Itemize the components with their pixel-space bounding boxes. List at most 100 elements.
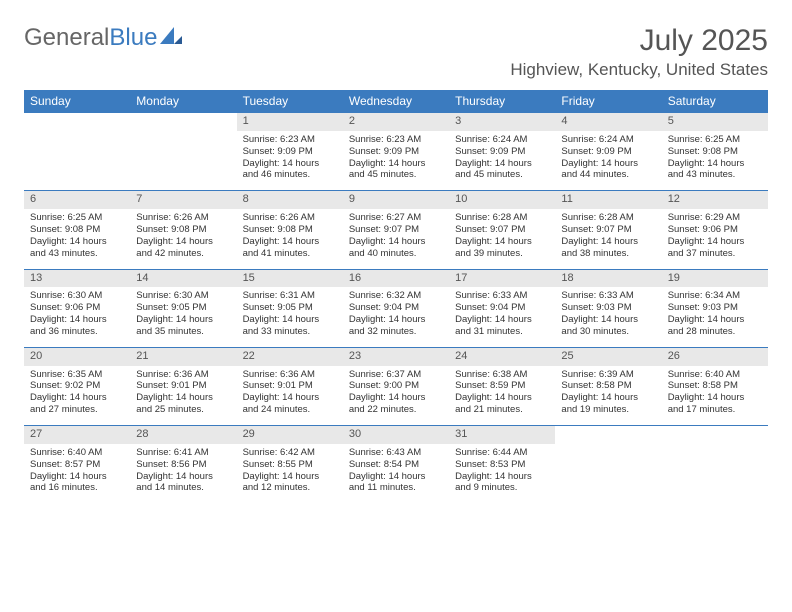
day-number-cell: 17 [449,269,555,287]
daylight-line: Daylight: 14 hours and 11 minutes. [349,471,443,495]
sunset-line: Sunset: 8:55 PM [243,459,337,471]
day-detail-cell: Sunrise: 6:25 AMSunset: 9:08 PMDaylight:… [24,209,130,269]
daylight-line: Daylight: 14 hours and 43 minutes. [30,236,124,260]
day-detail-cell: Sunrise: 6:43 AMSunset: 8:54 PMDaylight:… [343,444,449,504]
day-detail-cell: Sunrise: 6:34 AMSunset: 9:03 PMDaylight:… [662,287,768,347]
day-header: Tuesday [237,90,343,113]
day-header: Wednesday [343,90,449,113]
daylight-line: Daylight: 14 hours and 14 minutes. [136,471,230,495]
day-number-cell: 22 [237,347,343,365]
daylight-line: Daylight: 14 hours and 31 minutes. [455,314,549,338]
day-detail-cell: Sunrise: 6:41 AMSunset: 8:56 PMDaylight:… [130,444,236,504]
sunset-line: Sunset: 9:06 PM [668,224,762,236]
day-detail-cell: Sunrise: 6:25 AMSunset: 9:08 PMDaylight:… [662,131,768,191]
daylight-line: Daylight: 14 hours and 41 minutes. [243,236,337,260]
day-number-cell: 26 [662,347,768,365]
sunrise-line: Sunrise: 6:40 AM [30,447,124,459]
logo-text-1: General [24,24,109,52]
daylight-line: Daylight: 14 hours and 43 minutes. [668,158,762,182]
day-detail-cell: Sunrise: 6:24 AMSunset: 9:09 PMDaylight:… [555,131,661,191]
sunset-line: Sunset: 9:04 PM [349,302,443,314]
day-number-cell: 29 [237,426,343,444]
header: GeneralBlue July 2025 Highview, Kentucky… [24,24,768,80]
sunrise-line: Sunrise: 6:30 AM [30,290,124,302]
day-header: Saturday [662,90,768,113]
sunset-line: Sunset: 9:01 PM [136,380,230,392]
sunrise-line: Sunrise: 6:23 AM [349,134,443,146]
daylight-line: Daylight: 14 hours and 21 minutes. [455,392,549,416]
day-detail-cell: Sunrise: 6:30 AMSunset: 9:05 PMDaylight:… [130,287,236,347]
daylight-line: Daylight: 14 hours and 16 minutes. [30,471,124,495]
sunset-line: Sunset: 9:07 PM [349,224,443,236]
daylight-line: Daylight: 14 hours and 38 minutes. [561,236,655,260]
day-detail-cell [130,131,236,191]
daylight-line: Daylight: 14 hours and 36 minutes. [30,314,124,338]
sunset-line: Sunset: 8:58 PM [561,380,655,392]
day-detail-cell: Sunrise: 6:26 AMSunset: 9:08 PMDaylight:… [130,209,236,269]
day-detail-row: Sunrise: 6:23 AM Sunset: 9:09 PM Daylight:… [24,131,768,191]
day-detail-cell: Sunrise: 6:30 AMSunset: 9:06 PMDaylight:… [24,287,130,347]
day-number-cell: 10 [449,191,555,209]
sunrise-line: Sunrise: 6:24 AM [455,134,549,146]
day-detail-cell: Sunrise: 6:36 AMSunset: 9:01 PMDaylight:… [130,366,236,426]
daylight-line: Daylight: 14 hours and 45 minutes. [349,158,443,182]
day-number-cell: 24 [449,347,555,365]
sunset-line: Sunset: 9:03 PM [668,302,762,314]
sunset-line: Sunset: 9:08 PM [243,224,337,236]
day-number-cell [555,426,661,444]
daylight-line: Daylight: 14 hours and 22 minutes. [349,392,443,416]
day-detail-cell: Sunrise: 6:40 AMSunset: 8:58 PMDaylight:… [662,366,768,426]
day-number-cell: 28 [130,426,236,444]
sunrise-line: Sunrise: 6:39 AM [561,369,655,381]
sunset-line: Sunset: 9:08 PM [30,224,124,236]
day-number-cell: 19 [662,269,768,287]
daylight-line: Daylight: 14 hours and 25 minutes. [136,392,230,416]
logo-text-2: Blue [109,24,157,52]
sunset-line: Sunset: 8:59 PM [455,380,549,392]
sunrise-line: Sunrise: 6:31 AM [243,290,337,302]
day-number-cell: 8 [237,191,343,209]
day-number-cell: 15 [237,269,343,287]
sunset-line: Sunset: 9:04 PM [455,302,549,314]
sunset-line: Sunset: 9:05 PM [136,302,230,314]
month-title: July 2025 [510,24,768,58]
day-number-row: 13141516171819 [24,269,768,287]
day-detail-cell [662,444,768,504]
day-number-cell [130,113,236,131]
sunset-line: Sunset: 9:09 PM [455,146,549,158]
sunrise-line: Sunrise: 6:40 AM [668,369,762,381]
day-number-cell: 30 [343,426,449,444]
sunrise-line: Sunrise: 6:28 AM [561,212,655,224]
daylight-line: Daylight: 14 hours and 17 minutes. [668,392,762,416]
day-number-row: 12345 [24,113,768,131]
sunset-line: Sunset: 9:03 PM [561,302,655,314]
daylight-line: Daylight: 14 hours and 19 minutes. [561,392,655,416]
day-detail-row: Sunrise: 6:40 AMSunset: 8:57 PMDaylight:… [24,444,768,504]
day-number-cell: 21 [130,347,236,365]
day-number-cell: 27 [24,426,130,444]
day-detail-cell: Sunrise: 6:38 AMSunset: 8:59 PMDaylight:… [449,366,555,426]
day-detail-cell: Sunrise: 6:33 AMSunset: 9:04 PMDaylight:… [449,287,555,347]
day-detail-cell: Sunrise: 6:24 AMSunset: 9:09 PMDaylight:… [449,131,555,191]
logo-sail-icon [160,24,182,52]
day-number-cell: 6 [24,191,130,209]
day-detail-cell [24,131,130,191]
day-detail-cell: Sunrise: 6:29 AMSunset: 9:06 PMDaylight:… [662,209,768,269]
day-header-row: SundayMondayTuesdayWednesdayThursdayFrid… [24,90,768,113]
day-detail-cell: Sunrise: 6:26 AMSunset: 9:08 PMDaylight:… [237,209,343,269]
day-detail-cell: Sunrise: 6:27 AMSunset: 9:07 PMDaylight:… [343,209,449,269]
sunrise-line: Sunrise: 6:44 AM [455,447,549,459]
daylight-line: Daylight: 14 hours and 24 minutes. [243,392,337,416]
daylight-line: Daylight: 14 hours and 37 minutes. [668,236,762,260]
sunrise-line: Sunrise: 6:23 AM [243,134,337,146]
day-number-cell: 20 [24,347,130,365]
daylight-line: Daylight: 14 hours and 28 minutes. [668,314,762,338]
day-detail-cell [555,444,661,504]
day-detail-row: Sunrise: 6:30 AMSunset: 9:06 PMDaylight:… [24,287,768,347]
day-number-cell: 2 [343,113,449,131]
daylight-line: Daylight: 14 hours and 12 minutes. [243,471,337,495]
day-number-cell: 9 [343,191,449,209]
daylight-line: Daylight: 14 hours and 32 minutes. [349,314,443,338]
sunset-line: Sunset: 8:57 PM [30,459,124,471]
daylight-line: Daylight: 14 hours and 46 minutes. [243,158,337,182]
